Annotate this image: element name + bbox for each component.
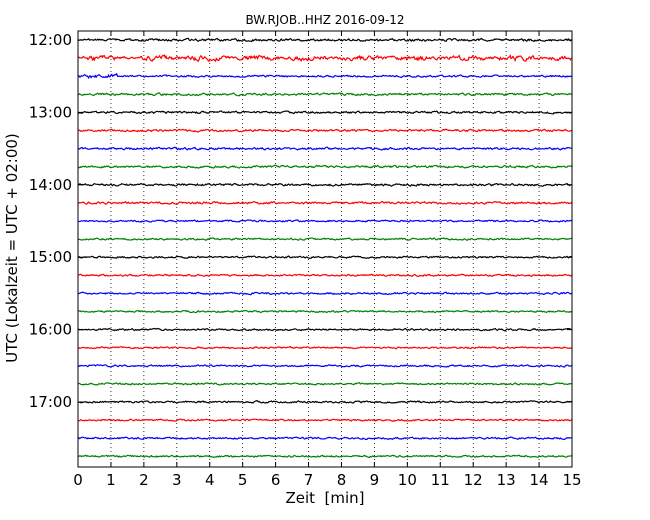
trace-1515 [77,273,573,278]
trace-1730 [77,436,573,441]
trace-1715 [77,418,573,422]
x-axis: 0 1 2 3 4 5 6 7 8 9 10 11 12 13 14 15 [73,31,582,489]
chart-title: BW.RJOB..HHZ 2016-09-12 [245,13,404,27]
trace-1530 [77,291,573,296]
trace-1430 [77,219,573,223]
x-tick-label: 11 [431,471,450,489]
trace-1330 [77,146,573,151]
x-tick-label: 15 [562,471,581,489]
trace-1200 [77,37,573,43]
x-tick-label: 9 [370,471,380,489]
x-tick-label: 7 [304,471,314,489]
trace-1245 [77,92,573,97]
y-tick-label: 14:00 [29,176,72,194]
trace-1615 [77,345,573,350]
y-axis: 12:00 13:00 14:00 15:00 16:00 17:00 [29,31,572,411]
trace-1645 [77,382,573,386]
y-tick-label: 17:00 [29,393,72,411]
x-tick-label: 0 [73,471,83,489]
trace-1415 [77,200,573,205]
y-axis-label: UTC (Lokalzeit = UTC + 02:00) [3,133,21,363]
trace-1315 [77,128,573,133]
y-tick-label: 12:00 [29,31,72,49]
x-tick-label: 1 [106,471,116,489]
trace-1230 [77,72,573,80]
x-tick-label: 2 [139,471,149,489]
x-tick-label: 4 [205,471,215,489]
x-axis-label: Zeit [min] [285,489,364,507]
trace-1630 [77,364,573,368]
x-tick-label: 14 [530,471,549,489]
trace-1300 [77,110,573,115]
trace-1345 [77,164,573,169]
trace-group [77,37,573,459]
y-tick-label: 15:00 [29,248,72,266]
trace-1745 [77,454,573,459]
x-tick-label: 10 [398,471,417,489]
trace-1445 [77,237,573,241]
y-tick-label: 16:00 [29,321,72,339]
trace-1215 [77,53,573,63]
trace-1500 [77,255,573,259]
x-tick-label: 3 [172,471,182,489]
trace-1600 [77,327,573,332]
trace-1545 [77,309,573,314]
x-tick-label: 5 [238,471,248,489]
x-tick-label: 8 [337,471,347,489]
y-tick-label: 13:00 [29,103,72,121]
x-tick-label: 12 [464,471,483,489]
trace-1400 [77,182,573,187]
plot-frame [77,30,573,468]
trace-1700 [77,400,573,404]
vertical-grid [110,31,540,467]
x-tick-label: 6 [271,471,281,489]
x-tick-label: 13 [497,471,516,489]
